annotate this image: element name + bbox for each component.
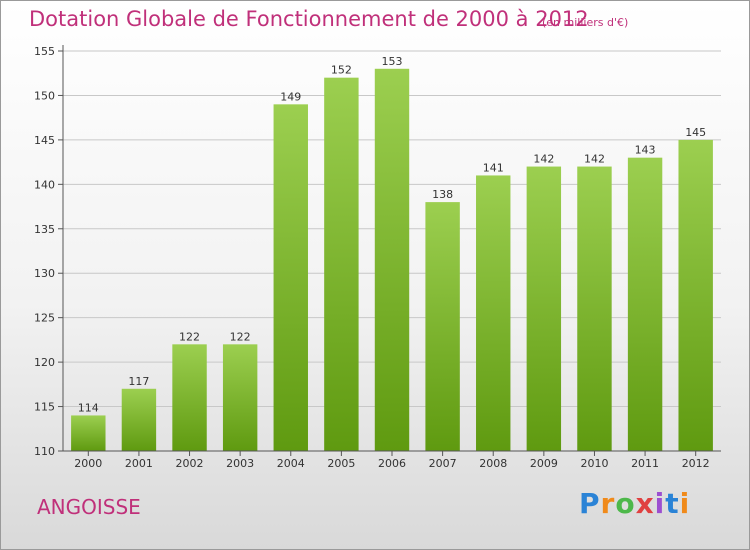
y-tick-label: 155 [34,45,55,58]
bar-2010 [577,166,612,452]
chart-title: Dotation Globale de Fonctionnement de 20… [29,7,589,31]
x-tick-label-2006: 2006 [378,457,406,470]
data-label-2002: 122 [179,330,200,343]
bar-2006 [374,68,410,452]
y-tick-label: 125 [34,312,55,325]
x-tick-label-2000: 2000 [74,457,102,470]
data-label-2011: 143 [635,144,656,157]
data-label-2012: 145 [685,126,706,139]
x-tick-label-2008: 2008 [479,457,507,470]
bar-2009 [526,166,562,452]
axes: 110 115 120 125 130 135 140 145 150 155 2000 2001 20… [34,45,721,470]
y-tick-label: 120 [34,356,55,369]
data-label-2001: 117 [128,375,149,388]
data-label-2005: 152 [331,64,352,77]
x-tick-label-2009: 2009 [530,457,558,470]
proxiti-logo[interactable]: Proxiti [579,487,691,520]
x-tick-label-2010: 2010 [580,457,608,470]
chart-unit-label: (en milliers d'€) [542,16,629,29]
x-tick-label-2001: 2001 [125,457,153,470]
bar-2007 [425,202,460,451]
data-label-2006: 153 [382,55,403,68]
y-tick-label: 145 [34,134,55,147]
data-label-2003: 122 [230,330,251,343]
bar-2000 [71,415,106,451]
y-tick-label: 110 [34,445,55,458]
x-tick-label-2005: 2005 [327,457,355,470]
y-tick-label: 130 [34,267,55,280]
bars [71,68,713,452]
x-tick-label-2012: 2012 [682,457,710,470]
y-tick-label: 140 [34,178,55,191]
data-label-2008: 141 [483,161,504,174]
bar-2004 [273,104,308,451]
x-tick-label-2011: 2011 [631,457,659,470]
bar-2001 [121,388,157,451]
data-labels: 114 117 122 122 149 152 153 138 141 142 142 143 145 [78,55,706,415]
y-tick-label: 115 [34,401,55,414]
data-label-2000: 114 [78,401,99,414]
bar-2012 [678,139,713,451]
x-tick-label-2002: 2002 [176,457,204,470]
bar-2002 [172,344,207,451]
x-tick-label-2003: 2003 [226,457,254,470]
x-tick-label-2007: 2007 [429,457,457,470]
data-label-2004: 149 [280,90,301,103]
commune-name: ANGOISSE [37,495,141,519]
y-tick-label: 135 [34,223,55,236]
bar-2011 [627,157,663,451]
bar-2003 [222,344,258,451]
data-label-2007: 138 [432,188,453,201]
y-tick-label: 150 [34,89,55,102]
data-label-2010: 142 [584,153,605,166]
bar-2008 [476,175,511,451]
x-tick-label-2004: 2004 [277,457,305,470]
bar-2005 [324,77,359,452]
data-label-2009: 142 [533,153,554,166]
